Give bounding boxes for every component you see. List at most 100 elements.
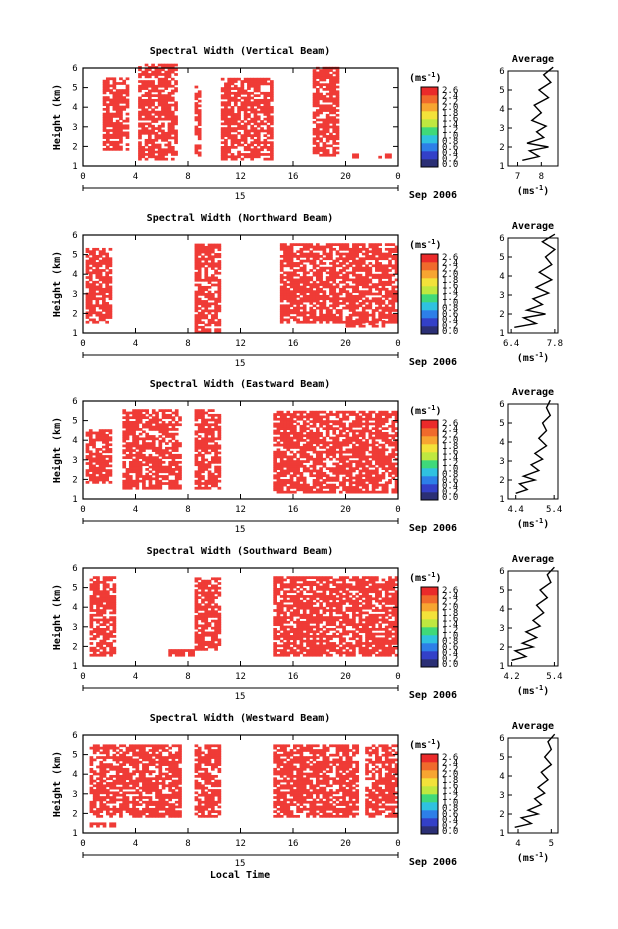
heatmap-cell <box>89 649 94 652</box>
heatmap-cell <box>273 439 277 442</box>
heatmap-cell <box>148 475 153 478</box>
heatmap-cell <box>368 285 373 289</box>
heatmap-cell <box>319 85 323 89</box>
heatmap-cell <box>381 431 386 435</box>
heatmap-cell <box>210 278 215 282</box>
heatmap-cell <box>312 97 317 101</box>
heatmap-cell <box>108 306 113 310</box>
heatmap-cell <box>319 269 323 272</box>
heatmap-cell <box>109 644 113 648</box>
heatmap-cell <box>322 462 327 466</box>
heatmap-cell <box>197 444 202 448</box>
heatmap-cell <box>214 297 218 301</box>
panel-0: Spectral Width (Vertical Beam)123456Heig… <box>51 45 559 202</box>
heatmap-cell <box>253 120 258 123</box>
heatmap-cell <box>128 460 133 464</box>
heatmap-cell <box>125 477 130 481</box>
heatmap-cell <box>335 104 340 108</box>
heatmap-cell <box>164 143 169 147</box>
heatmap-cell <box>302 410 307 414</box>
heatmap-cell <box>145 423 150 427</box>
heatmap-cell <box>155 484 159 488</box>
heatmap-cell <box>109 651 113 655</box>
heatmap-cell <box>322 106 327 110</box>
heatmap-cell <box>312 142 317 145</box>
heatmap-cell <box>338 457 343 461</box>
heatmap-cell <box>128 456 133 460</box>
heatmap-cell <box>122 82 127 85</box>
heatmap-cell <box>145 456 150 460</box>
heatmap-cell <box>194 622 199 625</box>
heatmap-cell <box>319 130 323 134</box>
heatmap-cell <box>388 292 392 296</box>
heatmap-cell <box>201 453 205 457</box>
heatmap-cell <box>263 106 268 109</box>
heatmap-cell <box>224 110 228 114</box>
heatmap-cell <box>279 439 284 442</box>
x-tick-label: 0 <box>395 505 400 515</box>
heatmap-cell <box>276 644 281 648</box>
heatmap-cell <box>141 82 146 86</box>
heatmap-cell <box>315 83 320 87</box>
heatmap-cell <box>315 127 320 131</box>
average-title: Average <box>512 221 554 232</box>
heatmap-cell <box>270 146 274 149</box>
heatmap-cell <box>135 482 140 485</box>
heatmap-cell <box>299 483 304 487</box>
heatmap-cell <box>338 469 343 473</box>
heatmap-cell <box>214 253 218 256</box>
heatmap-cell <box>250 141 255 145</box>
heatmap-cell <box>171 458 176 462</box>
heatmap-cell <box>368 271 373 275</box>
heatmap-cell <box>112 122 117 125</box>
heatmap-cell <box>243 141 248 145</box>
x-tick-label: 8 <box>185 172 190 182</box>
heatmap-cell <box>306 457 310 461</box>
heatmap-cell <box>210 446 215 450</box>
heatmap-cell <box>214 633 218 637</box>
heatmap-cell <box>368 243 373 246</box>
heatmap-cell <box>279 627 284 631</box>
heatmap-cell <box>375 297 379 301</box>
heatmap-cell <box>194 423 199 427</box>
heatmap-cell <box>132 437 136 441</box>
heatmap-cell <box>161 134 165 137</box>
heatmap-cell <box>358 262 363 265</box>
heatmap-cell <box>315 76 320 79</box>
heatmap-cell <box>88 462 93 465</box>
heatmap-cell <box>197 330 202 334</box>
heatmap-cell <box>197 146 202 150</box>
heatmap-cell <box>312 130 317 134</box>
heatmap-cell <box>309 259 314 263</box>
heatmap-cell <box>85 457 90 461</box>
heatmap-cell <box>147 101 152 105</box>
heatmap-cell <box>217 619 222 623</box>
heatmap-cell <box>273 483 277 487</box>
heatmap-cell <box>270 131 274 135</box>
heatmap-cell <box>279 618 284 622</box>
heatmap-cell <box>161 468 166 471</box>
heatmap-cell <box>309 443 314 447</box>
heatmap-cell <box>207 290 212 294</box>
heatmap-cell <box>194 255 199 259</box>
heatmap-cell <box>201 629 205 632</box>
heatmap-cell <box>381 313 386 317</box>
heatmap-cell <box>164 73 169 76</box>
heatmap-cell <box>263 110 268 114</box>
heatmap-cell <box>276 653 281 657</box>
heatmap-cell <box>170 103 175 107</box>
heatmap-cell <box>381 417 386 421</box>
heatmap-cell <box>391 257 396 261</box>
heatmap-cell <box>151 129 155 133</box>
heatmap-cell <box>263 129 268 133</box>
heatmap-cell <box>141 87 146 90</box>
heatmap-cell <box>89 602 94 605</box>
heatmap-cell <box>283 644 287 648</box>
heatmap-cell <box>204 245 209 249</box>
heatmap-cell <box>147 155 152 159</box>
heatmap-cell <box>125 437 130 441</box>
heatmap-cell <box>158 470 163 474</box>
heatmap-cell <box>233 136 238 140</box>
heatmap-cell <box>217 418 222 422</box>
heatmap-cell <box>381 464 386 468</box>
